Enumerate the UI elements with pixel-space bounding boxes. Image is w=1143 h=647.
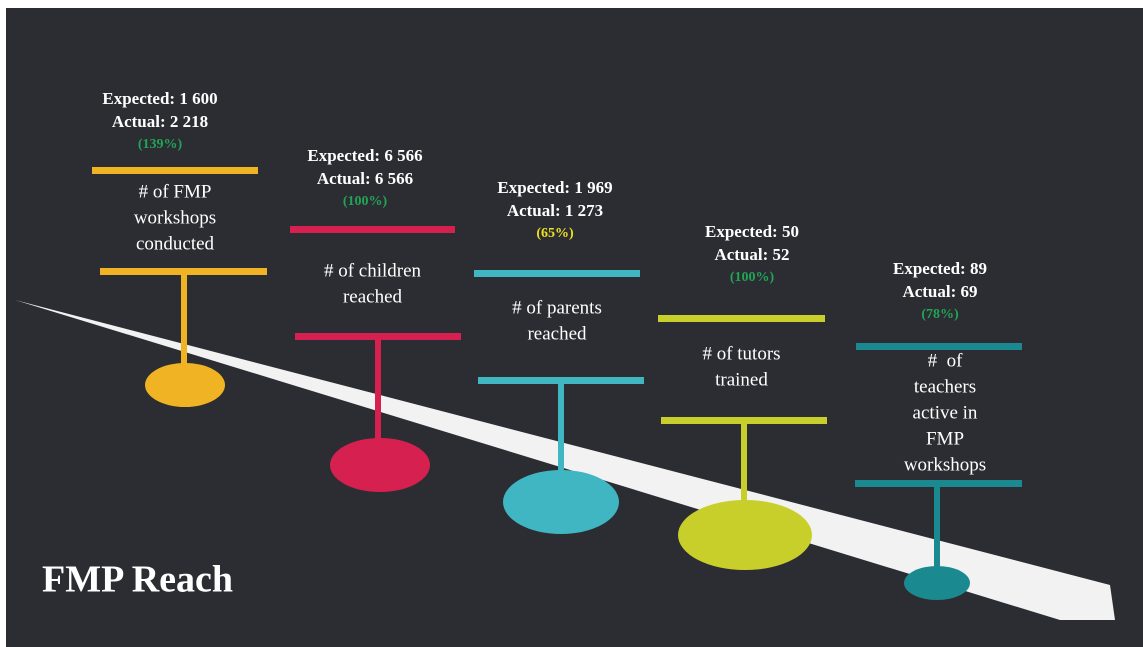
percent: (65%)	[536, 226, 574, 241]
bottom-bar	[478, 377, 644, 384]
label-line: # of tutors	[702, 343, 780, 364]
bottom-bar	[855, 480, 1022, 487]
top-bar	[658, 315, 825, 322]
actual: Actual: 6 566	[317, 169, 413, 188]
actual: Actual: 1 273	[507, 201, 603, 220]
actual: Actual: 2 218	[112, 112, 208, 131]
expected: Expected: 1 969	[497, 178, 612, 197]
label-line: # of FMP	[139, 181, 212, 202]
label-line: FMP	[926, 428, 964, 449]
label-line: workshops	[904, 454, 986, 475]
slide: FMP Reach Expected: 1 600 Actual: 2 218 (1…	[0, 0, 1143, 647]
expected: Expected: 50	[705, 222, 799, 241]
expected: Expected: 6 566	[307, 146, 422, 165]
label-line: teachers	[914, 376, 976, 397]
stem	[181, 275, 187, 385]
top-bar	[474, 270, 640, 277]
expected: Expected: 1 600	[102, 89, 217, 108]
percent: (100%)	[343, 194, 388, 209]
label-line: reached	[343, 286, 403, 307]
label-line: # of	[928, 350, 964, 371]
label-line: reached	[527, 323, 587, 344]
bottom-bar	[100, 268, 267, 275]
bottom-bar	[295, 333, 461, 340]
label-line: # of children	[324, 260, 422, 281]
label-line: # of parents	[512, 297, 602, 318]
actual: Actual: 69	[902, 282, 977, 301]
bottom-bar	[661, 417, 827, 424]
top-bar	[92, 167, 258, 174]
top-bar	[856, 343, 1022, 350]
stem	[934, 487, 940, 583]
expected: Expected: 89	[893, 259, 987, 278]
stem	[375, 340, 381, 465]
label-line: trained	[715, 369, 768, 390]
title: FMP Reach	[42, 559, 233, 601]
label-line: workshops	[134, 207, 216, 228]
stem	[558, 384, 564, 502]
actual: Actual: 52	[714, 245, 789, 264]
percent: (100%)	[730, 270, 775, 285]
percent: (139%)	[138, 137, 183, 152]
stem	[741, 424, 747, 535]
top-bar	[290, 226, 455, 233]
label-line: active in	[913, 402, 978, 423]
percent: (78%)	[921, 307, 959, 322]
label-line: conducted	[136, 233, 215, 254]
